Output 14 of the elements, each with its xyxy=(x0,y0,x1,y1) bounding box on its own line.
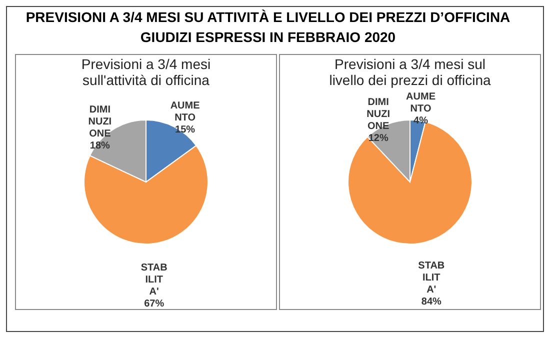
chart-title: Previsioni a 3/4 mesi sul livello dei prezzi di officina xyxy=(329,56,492,88)
data-label: 15% xyxy=(175,124,196,136)
slice-label: STABILITA' xyxy=(418,260,445,296)
slice-label: AUMENTO xyxy=(170,100,200,124)
slice-label: AUMENTO xyxy=(406,92,436,115)
data-label: 84% xyxy=(421,296,442,308)
data-label: 67% xyxy=(144,298,164,310)
text: GIUDIZI ESPRESSI IN FEBBRAIO 2020 xyxy=(140,29,396,45)
slice-label: DIMINUZIONE xyxy=(366,97,390,132)
text: PREVISIONI A 3/4 MESI SU ATTIVITÀ E LIVELLO DEI PREZZI D’OFFICINA xyxy=(26,9,510,25)
chart-title: Previsioni a 3/4 mesi sull'attività di officina xyxy=(81,56,211,88)
slice-label: STABILITA' xyxy=(140,262,168,298)
data-label: 12% xyxy=(368,133,388,144)
slice-label: DIMINUZIONE xyxy=(88,104,112,140)
